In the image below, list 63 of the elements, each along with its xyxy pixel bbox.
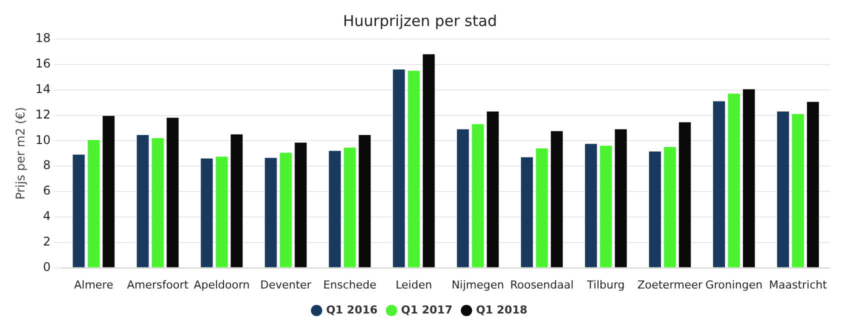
- bar: [102, 116, 115, 268]
- bar: [294, 142, 307, 268]
- bar: [649, 151, 661, 268]
- bar: [806, 102, 819, 268]
- legend-label: Q1 2016: [326, 303, 378, 316]
- x-tick-label: Amersfoort: [126, 278, 190, 292]
- x-tick-label: Nijmegen: [452, 278, 504, 292]
- x-tick-label: Zoetermeer: [637, 278, 704, 292]
- y-tick-label: 8: [43, 158, 51, 172]
- bar: [728, 94, 740, 268]
- bar: [713, 101, 725, 268]
- x-tick-label: Roosendaal: [510, 278, 574, 292]
- y-tick-label: 6: [43, 184, 51, 198]
- bar: [486, 111, 499, 268]
- bar: [584, 144, 597, 268]
- y-tick-label: 18: [35, 31, 51, 46]
- bar: [792, 114, 804, 268]
- x-tick-label: Deventer: [260, 278, 312, 292]
- bar: [456, 129, 469, 268]
- bar: [777, 111, 790, 268]
- bar: [422, 54, 435, 268]
- bar: [358, 134, 371, 268]
- bar: [742, 89, 755, 268]
- bar: [230, 134, 243, 268]
- bar: [678, 122, 691, 268]
- bar: [264, 158, 277, 268]
- x-tick-label: Maastricht: [769, 278, 828, 292]
- bar: [216, 156, 228, 268]
- x-tick-label: Apeldoorn: [194, 278, 250, 292]
- bar: [614, 129, 627, 268]
- x-tick-label: Tilburg: [586, 278, 625, 292]
- y-tick-label: 4: [43, 209, 51, 224]
- y-tick-label: 2: [43, 234, 51, 249]
- x-tick-label: Almere: [74, 278, 114, 292]
- y-tick-label: 16: [35, 56, 51, 71]
- chart-title: Huurprijzen per stad: [343, 12, 497, 30]
- y-tick-label: 12: [35, 107, 51, 122]
- bar: [600, 146, 612, 268]
- x-tick-label: Enschede: [323, 278, 377, 292]
- bar: [664, 147, 676, 268]
- y-tick-label: 14: [35, 82, 51, 96]
- bar: [536, 148, 548, 268]
- bar: [200, 158, 213, 268]
- y-tick-label: 10: [35, 132, 51, 147]
- x-tick-label: Groningen: [705, 278, 763, 292]
- y-tick-label: 0: [43, 260, 51, 274]
- bar: [72, 154, 85, 268]
- legend-label: Q1 2017: [401, 303, 452, 316]
- legend-label: Q1 2018: [476, 303, 528, 316]
- bar: [136, 134, 149, 268]
- y-axis-title: Prijs per m2 (€): [13, 107, 28, 200]
- bar: [344, 148, 356, 268]
- bar: [472, 124, 484, 268]
- bar: [152, 138, 164, 268]
- bar: [408, 70, 420, 268]
- bar: [520, 157, 533, 268]
- bar: [328, 150, 341, 268]
- bar: [166, 118, 179, 268]
- bar: [88, 140, 100, 268]
- bar: [280, 152, 292, 268]
- x-tick-label: Leiden: [396, 278, 432, 292]
- bar: [392, 70, 405, 268]
- bar: [550, 131, 563, 268]
